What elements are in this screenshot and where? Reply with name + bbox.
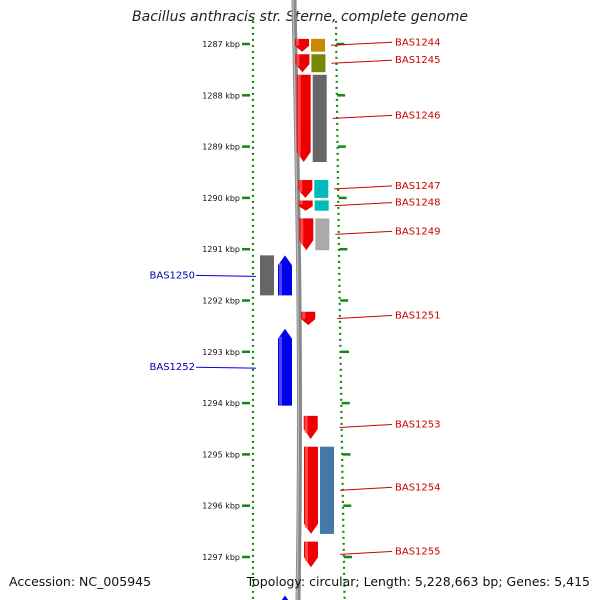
gene-label: BAS1254 [395,482,441,493]
gene-arrow-shine [305,541,308,562]
gene-arrow-shine [299,200,303,205]
gene-label-leader [331,41,393,46]
cog-bar [312,74,327,162]
gene-arrow-shine [302,311,306,320]
gene-label: BAS1255 [395,546,441,557]
cog-bar [260,255,274,296]
gene-label: BAS1249 [395,226,441,237]
map-title: Bacillus anthracis str. Sterne, complete… [132,9,468,25]
backbone-highlight [292,0,300,600]
gene-label-leader [332,114,393,119]
ruler-tick-label: 1296 kbp [202,502,240,511]
gene-arrow-shine [300,218,304,245]
gene-label-leader [334,185,393,190]
cog-bar [311,54,326,73]
ruler-tick-label: 1290 kbp [202,194,240,203]
gene-label: BAS1245 [395,55,441,66]
gene-label: BAS1251 [395,310,441,321]
gene-label-leader [335,230,393,235]
gene-layer [260,38,334,600]
ruler-tick-label: 1289 kbp [202,143,240,152]
ruler-tick-label: 1288 kbp [202,91,240,100]
cog-bar [320,446,334,534]
gene-arrow-shine [279,336,282,406]
gene-label-leader [339,423,393,428]
ruler-tick-label: 1295 kbp [202,450,240,459]
gene-label: BAS1253 [395,419,441,430]
gene-label: BAS1248 [395,198,441,209]
cog-bar [311,38,326,52]
gene-label: BAS1250 [150,270,196,281]
ruler-tick-label: 1294 kbp [202,399,240,408]
gene-arrow-reverse [281,595,289,600]
ruler-dotted-line-right [334,20,346,600]
gene-label-leader [339,550,393,555]
gene-label-leader [334,202,393,207]
gene-label: BAS1244 [395,37,441,48]
ruler-tick-label: 1292 kbp [202,297,240,306]
gene-label-leader [195,366,257,369]
ruler-tick-label: 1293 kbp [202,348,240,357]
gene-label-leader [337,314,393,319]
accession-text: Accession: NC_005945 [9,574,152,589]
ruler-tick-label: 1287 kbp [202,40,240,49]
gene-label-leader [195,274,257,277]
label-layer: BAS1244 BAS1245 BAS1246 BAS1247 BAS1248 BAS12… [150,37,441,557]
gene-arrow-shine [296,54,300,67]
backbone-layer [291,0,302,600]
cog-bar [314,179,329,198]
gene-arrow-shine [305,446,308,528]
topology-text: Topology: circular; Length: 5,228,663 bp… [246,574,590,589]
gene-label-leader [331,59,393,64]
gene-label: BAS1247 [395,181,441,192]
ruler-tick-label: 1297 kbp [202,553,240,562]
gene-arrow-shine [297,74,301,156]
gene-arrow-shine [304,415,308,434]
backbone-curve [291,0,302,600]
gene-label: BAS1246 [395,110,441,121]
gene-arrow-shine [296,38,300,46]
gene-arrow-shine [299,179,303,192]
cog-bar [314,200,329,211]
gene-arrow-shine [279,263,282,296]
ruler-layer: 1287 kbp 1288 kbp 1289 kbp 1290 kbp 1291 kbp… [202,20,353,600]
cog-bar [315,218,330,251]
ruler-tick-label: 1291 kbp [202,245,240,254]
gene-label: BAS1252 [150,362,196,373]
gene-label-leader [339,486,393,491]
